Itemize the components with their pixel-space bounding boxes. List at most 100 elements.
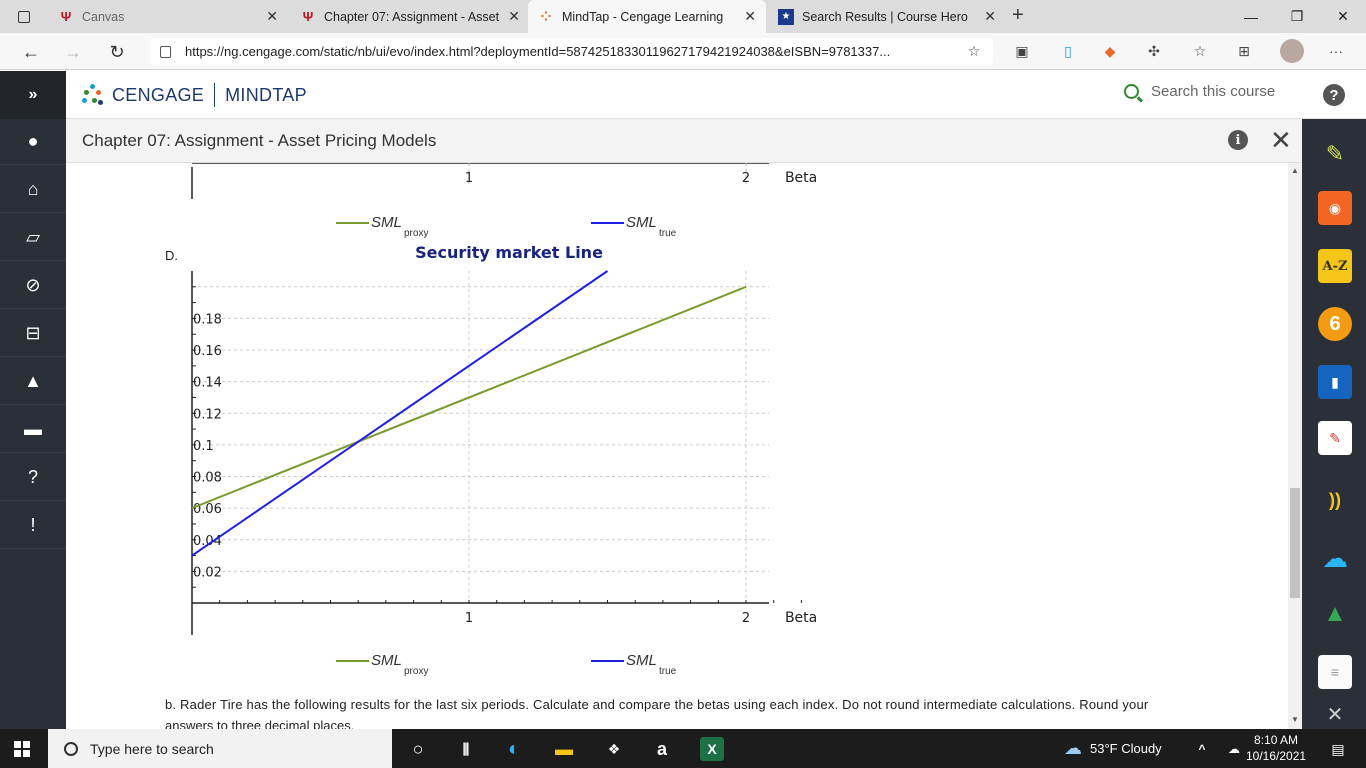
extension-icon[interactable]: ▣ [1015,42,1029,59]
collapse-icon[interactable]: ✕ [1326,703,1344,726]
tray-expand-icon[interactable]: ^ [1198,742,1206,756]
notifications-icon[interactable]: ▤ [1331,740,1345,757]
address-bar-row: ← → ↻ https://ng.cengage.com/static/nb/u… [0,33,1366,70]
clock[interactable]: 8:10 AM 10/16/2021 [1246,732,1306,764]
notepad-icon[interactable]: ≡ [1318,655,1352,689]
close-tab-icon[interactable]: ✕ [984,8,996,24]
info-icon[interactable]: i [1228,130,1248,150]
weather-text: 53°F Cloudy [1090,741,1162,756]
excel-icon[interactable]: X [700,737,724,761]
more-icon[interactable]: ··· [1329,43,1343,59]
brand-divider [214,83,216,107]
compass-icon[interactable]: ⊘ [0,263,66,309]
notes-icon[interactable]: ✎ [1318,421,1352,455]
briefcase-icon[interactable]: ▬ [0,407,66,453]
prev-chart-tick-label: 1 [465,171,473,186]
left-sidebar: ● ⌂ ▱ ⊘ ⊟ ▲ ▬ ? ! [0,119,66,729]
refresh-icon[interactable]: ↻ [109,41,125,62]
puzzle-icon[interactable]: ✣ [1148,42,1160,59]
extension-shield-icon[interactable]: ◆ [1104,42,1116,59]
extension-cup-icon[interactable]: ▯ [1064,42,1072,59]
clock-time: 8:10 AM [1254,733,1299,747]
forward-icon[interactable]: → [64,41,82,62]
brand-mindtap: MINDTAP [225,84,307,105]
amazon-icon[interactable]: a [656,738,667,759]
cortana-icon[interactable]: ○ [412,738,424,759]
content-scrollbar[interactable]: ▲ ▼ [1288,163,1302,729]
home-icon[interactable]: ⌂ [0,167,66,213]
close-tab-icon[interactable]: ✕ [744,8,756,24]
tab-chapter-assignment[interactable]: Ψ Chapter 07: Assignment - Asset P ✕ [290,0,530,33]
six-icon[interactable]: 6 [1318,307,1352,341]
tab-canvas[interactable]: Ψ Canvas ✕ [48,0,288,33]
task-view-icon[interactable]: ⫼ [462,740,470,757]
taskbar-search[interactable]: Type here to search [48,729,392,768]
close-tab-icon[interactable]: ✕ [508,8,520,24]
cloud-icon: ☁ [1064,738,1082,758]
scrollbar-thumb[interactable] [1290,488,1300,598]
book-app-icon[interactable]: ▮ [1318,365,1352,399]
help-circle-icon[interactable]: ? [0,455,66,501]
chart-legend-sub: true [659,666,677,677]
close-tab-icon[interactable]: ✕ [266,8,278,24]
avatar[interactable] [1280,39,1304,63]
user-icon[interactable]: ● [0,119,66,165]
chart-y-tick-label: 0.02 [193,565,222,580]
book-icon[interactable]: ⊟ [0,311,66,357]
cengage-dots-icon [82,84,104,106]
prev-chart-tick-label: 2 [742,171,750,186]
tab-actions-icon[interactable] [0,0,48,33]
dictionary-a-z-icon[interactable]: A-Z [1318,249,1352,283]
brand-cengage: CENGAGE [112,84,205,105]
google-drive-icon[interactable]: ▲ [1323,600,1347,627]
scroll-down-icon[interactable]: ▼ [1291,715,1299,724]
chart-y-tick-label: 0.04 [193,534,222,549]
close-window-icon[interactable]: ✕ [1337,8,1349,24]
graduation-cap-icon[interactable]: ▲ [0,359,66,405]
favorites-icon[interactable]: ☆ [1193,42,1207,59]
iu-trident-icon: Ψ [302,9,314,24]
windows-taskbar: Type here to search ○ ⫼ ◐ ▬ ❖ a X ☁ 53°F… [0,729,1366,768]
clock-date: 10/16/2021 [1246,749,1307,763]
onedrive-icon[interactable]: ☁ [1322,542,1348,573]
series-line-sml-true [191,270,609,557]
back-icon[interactable]: ← [22,41,40,62]
scroll-up-icon[interactable]: ▲ [1291,166,1299,175]
feedback-icon[interactable]: ! [0,503,66,549]
expand-icon[interactable]: » [0,71,66,119]
file-explorer-icon[interactable]: ▬ [555,738,573,759]
close-icon[interactable]: ✕ [1270,125,1292,155]
onedrive-tray-icon[interactable]: ☁ [1228,742,1240,756]
tab-mindtap[interactable]: ⁘ MindTap - Cengage Learning ✕ [528,0,766,33]
minimize-icon[interactable]: — [1244,8,1258,25]
prev-chart-legend-name: SML [371,214,402,231]
prev-chart-legend-name: SML [626,214,657,231]
activity-title-bar: Chapter 07: Assignment - Asset Pricing M… [66,119,1302,163]
highlighter-icon[interactable]: ✎ [1325,141,1345,166]
prev-chart-legend-sub: true [659,228,677,239]
search-icon [1124,84,1139,99]
weather-widget[interactable]: ☁ 53°F Cloudy [1064,729,1162,768]
prev-chart-xlabel: Beta [785,170,817,186]
rss-icon[interactable]: ◉ [1318,191,1352,225]
restore-icon[interactable]: ❐ [1290,8,1304,24]
chart-y-tick-label: 0.1 [193,439,214,454]
cengage-mindtap-logo[interactable]: CENGAGE MINDTAP [82,83,307,107]
collections-icon[interactable]: ⊞ [1238,42,1250,59]
chart-xlabel: Beta [785,610,817,626]
browser-tab-strip: Ψ Canvas ✕ Ψ Chapter 07: Assignment - As… [0,0,1366,33]
notebook-icon[interactable]: ▱ [0,215,66,261]
canvas-icon: Ψ [60,9,72,24]
readspeaker-icon[interactable]: )) [1329,489,1341,510]
new-tab-button[interactable]: + [1012,4,1024,26]
help-icon[interactable]: ? [1323,84,1345,106]
add-favorite-icon[interactable]: ☆ [967,42,981,59]
dropbox-icon[interactable]: ❖ [607,740,621,757]
tab-course-hero[interactable]: ★ Search Results | Course Hero ✕ [768,0,1006,33]
url-field[interactable]: https://ng.cengage.com/static/nb/ui/evo/… [150,38,993,65]
edge-icon[interactable]: ◐ [507,737,521,760]
course-search[interactable]: Search this course [1124,83,1275,100]
windows-start-icon[interactable] [14,741,30,757]
chart-x-tick-label: 1 [465,611,473,626]
